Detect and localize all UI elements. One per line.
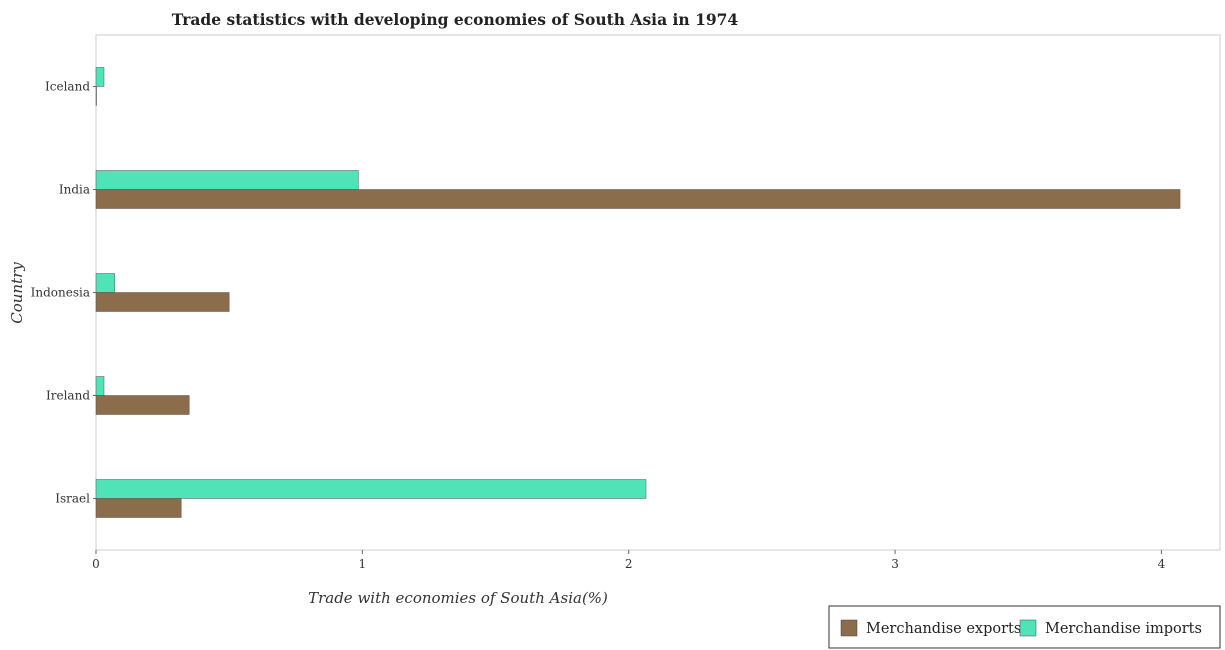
plot-area	[95, 34, 1221, 551]
x-tick-label: 2	[625, 557, 633, 571]
bar-imports-iceland	[95, 67, 105, 87]
x-tick-label: 1	[359, 557, 367, 571]
legend: Merchandise exports Merchandise imports	[828, 605, 1221, 649]
bar-exports-iceland	[95, 86, 97, 106]
y-axis-label: Country	[8, 262, 26, 324]
bar-exports-india	[95, 189, 1181, 209]
legend-label-exports: Merchandise exports	[866, 621, 1021, 637]
bar-imports-indonesia	[95, 273, 115, 293]
bar-exports-ireland	[95, 395, 190, 415]
legend-swatch-imports	[1019, 619, 1037, 637]
chart-title: Trade statistics with developing economi…	[172, 10, 739, 29]
x-tick-label: 0	[92, 557, 100, 571]
legend-swatch-exports	[840, 619, 858, 637]
y-tick-label: India	[59, 183, 90, 197]
x-axis-label: Trade with economies of South Asia(%)	[308, 589, 608, 607]
y-tick-label: Indonesia	[31, 286, 90, 300]
bar-exports-indonesia	[95, 292, 230, 312]
bar-imports-ireland	[95, 376, 105, 396]
y-tick-label: Israel	[55, 492, 90, 506]
x-tick-label: 4	[1158, 557, 1166, 571]
y-tick-label: Iceland	[45, 80, 90, 94]
bar-imports-israel	[95, 479, 647, 499]
x-tick-label: 3	[891, 557, 899, 571]
bar-imports-india	[95, 170, 359, 190]
y-tick-label: Ireland	[46, 389, 90, 403]
legend-label-imports: Merchandise imports	[1045, 621, 1202, 637]
bar-exports-israel	[95, 498, 182, 518]
